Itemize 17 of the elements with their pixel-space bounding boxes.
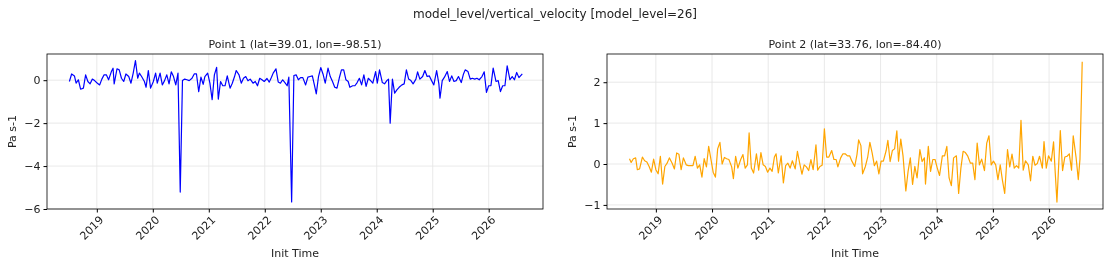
chart-title: Point 2 (lat=33.76, lon=-84.40) bbox=[768, 38, 942, 51]
y-tick-label: −2 bbox=[24, 117, 41, 131]
text: model_level/vertical_velocity [model_level=26] bbox=[413, 7, 697, 21]
x-axis-title: Init Time bbox=[270, 247, 320, 260]
y-tick-label: −6 bbox=[24, 203, 41, 217]
line-series bbox=[628, 61, 1083, 203]
y-axis-title: Pa s-1 bbox=[566, 114, 579, 149]
y-tick-label: 2 bbox=[593, 76, 601, 90]
y-tick-label: 1 bbox=[593, 117, 601, 131]
line-series bbox=[68, 60, 523, 203]
y-axis-title: Pa s-1 bbox=[6, 114, 19, 149]
y-tick-label: −1 bbox=[584, 198, 601, 212]
y-tick-label: 0 bbox=[593, 158, 601, 172]
y-tick-label: −4 bbox=[24, 160, 41, 174]
x-axis-title: Init Time bbox=[830, 247, 880, 260]
y-tick-label: 0 bbox=[33, 74, 41, 88]
chart-title: Point 1 (lat=39.01, lon=-98.51) bbox=[208, 38, 382, 51]
